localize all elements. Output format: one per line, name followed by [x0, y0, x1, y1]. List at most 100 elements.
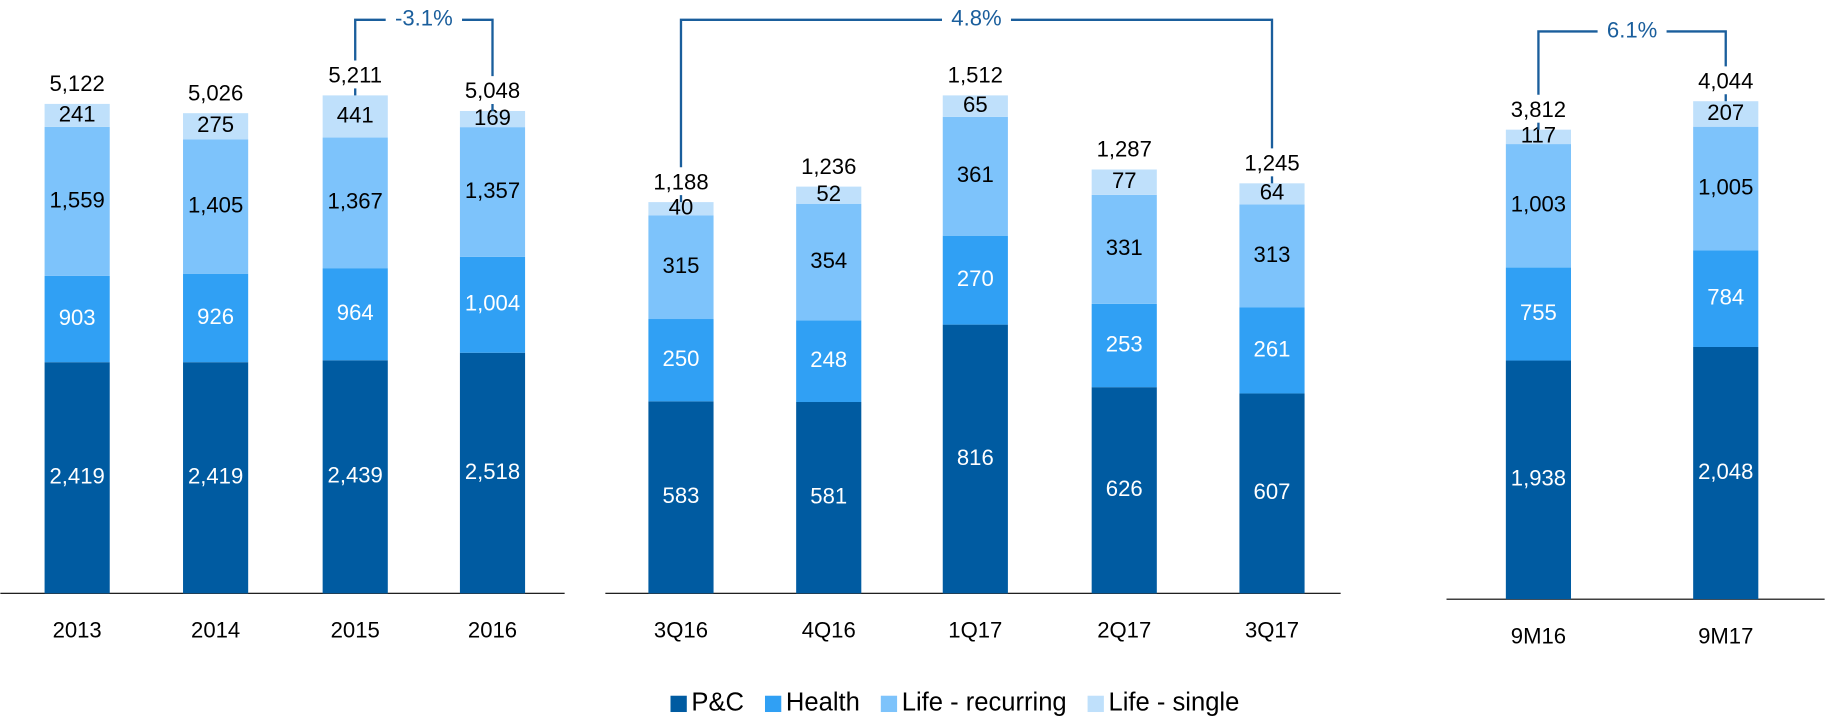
bar-segment [44, 103, 110, 127]
total-label: 5,048 [465, 78, 520, 103]
x-tick-label: 2Q17 [1097, 618, 1151, 643]
value-label: 275 [197, 112, 234, 137]
annotation-bracket [679, 18, 1274, 168]
value-label: 354 [810, 248, 847, 273]
value-label: 581 [810, 484, 847, 509]
x-tick-label: 4Q16 [802, 618, 856, 643]
bar-segment [322, 137, 388, 269]
legend-label: P&C [691, 689, 744, 717]
bar-segment [1239, 183, 1305, 205]
value-label: 607 [1254, 479, 1291, 504]
total-label: 4,044 [1698, 68, 1753, 93]
value-label: 361 [957, 162, 994, 187]
bar-segment [183, 273, 249, 363]
value-label: 903 [59, 305, 96, 330]
value-label: 248 [810, 347, 847, 372]
legend-label: Life - recurring [902, 689, 1067, 717]
total-label: 1,512 [948, 63, 1003, 88]
value-label: 315 [663, 253, 700, 278]
annotation-bracket [1537, 30, 1727, 95]
value-label: 2,439 [328, 463, 383, 488]
bar-segment [1693, 126, 1759, 251]
value-label: 2,048 [1698, 459, 1753, 484]
value-label: 1,005 [1698, 174, 1753, 199]
bar-segment [942, 95, 1008, 117]
annotation-bracket [354, 18, 494, 77]
bar-segment [1239, 307, 1305, 394]
bar-segment [459, 256, 526, 353]
value-label: 64 [1260, 180, 1285, 205]
bar-segment [44, 362, 110, 594]
total-label: 1,188 [653, 169, 708, 194]
bar-segment [183, 139, 249, 274]
bar-segment [44, 126, 110, 276]
x-tick-label: 3Q16 [654, 618, 708, 643]
legend-swatch [880, 695, 898, 713]
bar-segment [322, 268, 388, 361]
annotation: 6.1% [1607, 17, 1657, 42]
legend-label: Health [786, 689, 860, 717]
bar-segment [1091, 169, 1157, 195]
total-label: 1,236 [801, 154, 856, 179]
bar-segment [322, 360, 388, 594]
legend-label: Life - single [1109, 689, 1240, 717]
x-tick-label: 2016 [468, 618, 517, 643]
bar-segment [1693, 346, 1759, 600]
bar-segment [459, 352, 526, 594]
bar-segment [183, 362, 249, 594]
bar-segment [1505, 267, 1572, 361]
total-label: 5,026 [188, 80, 243, 105]
bar-segment [1505, 144, 1572, 268]
bar-segment [322, 95, 388, 138]
total-label: 1,287 [1097, 137, 1152, 162]
total-label: 3,812 [1511, 97, 1566, 122]
value-label: 755 [1520, 300, 1557, 325]
value-label: 1,405 [188, 192, 243, 217]
bar-segment [796, 186, 862, 204]
bar-segment [1505, 129, 1572, 145]
legend-swatch [670, 695, 687, 713]
value-label: 52 [816, 181, 841, 206]
bar-segment [648, 202, 714, 216]
value-label: 1,003 [1511, 192, 1566, 217]
value-label: 253 [1106, 331, 1143, 356]
value-label: 331 [1106, 235, 1143, 260]
bar-segment [648, 401, 714, 594]
bar-segment [942, 324, 1008, 594]
value-label: 926 [197, 304, 234, 329]
value-label: 1,004 [465, 291, 520, 316]
bar-segment [1693, 101, 1759, 127]
value-label: 207 [1707, 100, 1744, 125]
value-label: 583 [663, 483, 700, 508]
value-label: 1,938 [1511, 466, 1566, 491]
bar-segment [1091, 194, 1157, 304]
annotation: 4.8% [951, 6, 1001, 31]
value-label: 241 [59, 101, 96, 126]
value-label: 1,357 [465, 178, 520, 203]
bar-segment [1239, 393, 1305, 594]
value-label: 1,367 [328, 189, 383, 214]
bar-segment [1239, 204, 1305, 308]
bar-segment [1091, 387, 1157, 594]
value-label: 1,559 [50, 187, 105, 212]
x-tick-label: 2015 [331, 618, 380, 643]
value-label: 784 [1707, 285, 1744, 310]
bar-segment [648, 319, 714, 402]
bar-segment [942, 116, 1008, 236]
total-label: 1,245 [1244, 151, 1299, 176]
bar-segment [942, 235, 1008, 325]
bar-segment [459, 127, 526, 257]
value-label: 77 [1112, 168, 1137, 193]
annotation: -3.1% [395, 6, 453, 31]
bar-segment [796, 402, 862, 594]
value-label: 65 [963, 92, 988, 117]
legend-swatch [1087, 695, 1104, 713]
x-tick-label: 2013 [53, 618, 102, 643]
bar-segment [1091, 303, 1157, 388]
value-label: 816 [957, 445, 994, 470]
bar-segment [183, 113, 249, 140]
bar-segment [1505, 360, 1572, 600]
value-label: 313 [1254, 242, 1291, 267]
x-tick-label: 2014 [191, 618, 240, 643]
value-label: 270 [957, 266, 994, 291]
